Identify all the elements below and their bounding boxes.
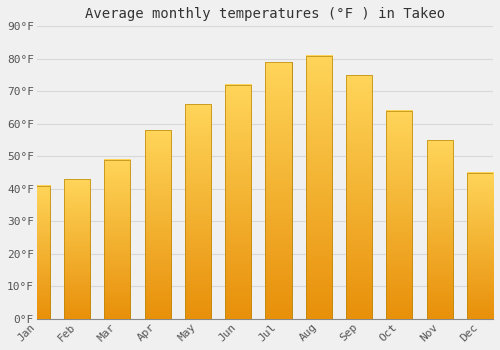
Bar: [104, 160, 130, 319]
Bar: [225, 85, 252, 319]
Bar: [185, 104, 211, 319]
Bar: [306, 56, 332, 319]
Bar: [24, 186, 50, 319]
Bar: [346, 75, 372, 319]
Bar: [144, 130, 171, 319]
Bar: [306, 56, 332, 319]
Bar: [266, 62, 291, 319]
Bar: [185, 104, 211, 319]
Title: Average monthly temperatures (°F ) in Takeo: Average monthly temperatures (°F ) in Ta…: [85, 7, 445, 21]
Bar: [104, 160, 130, 319]
Bar: [467, 173, 493, 319]
Bar: [64, 179, 90, 319]
Bar: [426, 140, 453, 319]
Bar: [386, 111, 412, 319]
Bar: [64, 179, 90, 319]
Bar: [266, 62, 291, 319]
Bar: [467, 173, 493, 319]
Bar: [225, 85, 252, 319]
Bar: [144, 130, 171, 319]
Bar: [24, 186, 50, 319]
Bar: [426, 140, 453, 319]
Bar: [386, 111, 412, 319]
Bar: [346, 75, 372, 319]
